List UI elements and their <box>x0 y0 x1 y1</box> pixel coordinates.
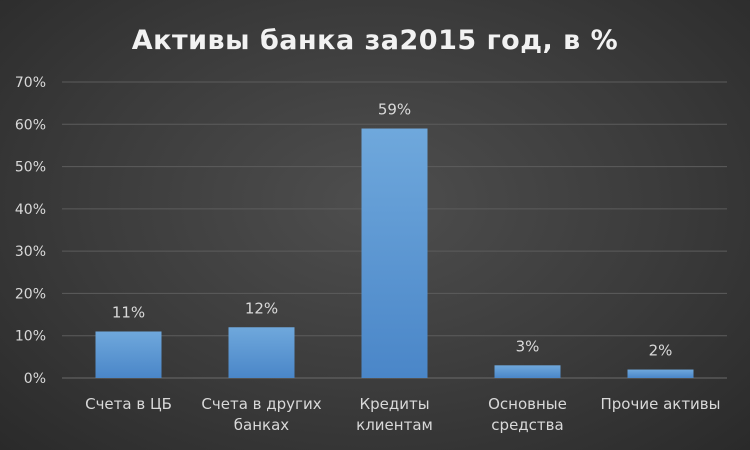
x-category-label: Счета в ЦБ <box>85 395 172 413</box>
data-labels-layer: 11% 12% 59% 3% 2% <box>112 101 673 360</box>
x-category-label: клиентам <box>356 416 433 434</box>
y-tick-label: 20% <box>15 286 46 302</box>
y-tick-label: 70% <box>15 75 46 91</box>
bar <box>228 327 295 378</box>
x-category-label: Основные <box>488 395 567 413</box>
x-category-label: Прочие активы <box>600 395 720 413</box>
data-label: 3% <box>516 337 540 355</box>
x-category-label: банках <box>234 416 290 434</box>
data-label: 11% <box>112 303 145 321</box>
bar <box>95 331 162 378</box>
y-axis-ticks: 0% 10% 20% 30% 40% 50% 60% 70% <box>15 75 46 387</box>
bar <box>361 128 428 378</box>
x-category-label: средства <box>491 416 563 434</box>
bars-layer <box>95 128 694 378</box>
bar <box>494 365 561 378</box>
chart-title: Активы банка за2015 год, в % <box>132 25 618 56</box>
y-tick-label: 50% <box>15 160 46 176</box>
x-category-label: Счета в других <box>201 395 321 413</box>
y-tick-label: 10% <box>15 329 46 345</box>
y-tick-label: 0% <box>24 371 46 387</box>
data-label: 12% <box>245 299 278 317</box>
y-tick-label: 40% <box>15 202 46 218</box>
y-tick-label: 60% <box>15 117 46 133</box>
x-category-label: Кредиты <box>359 395 429 413</box>
x-axis-categories: Счета в ЦБ Счета в других банках Кредиты кли… <box>85 395 720 434</box>
y-tick-label: 30% <box>15 244 46 260</box>
data-label: 59% <box>378 101 411 119</box>
data-label: 2% <box>649 342 673 360</box>
bar <box>627 369 694 378</box>
